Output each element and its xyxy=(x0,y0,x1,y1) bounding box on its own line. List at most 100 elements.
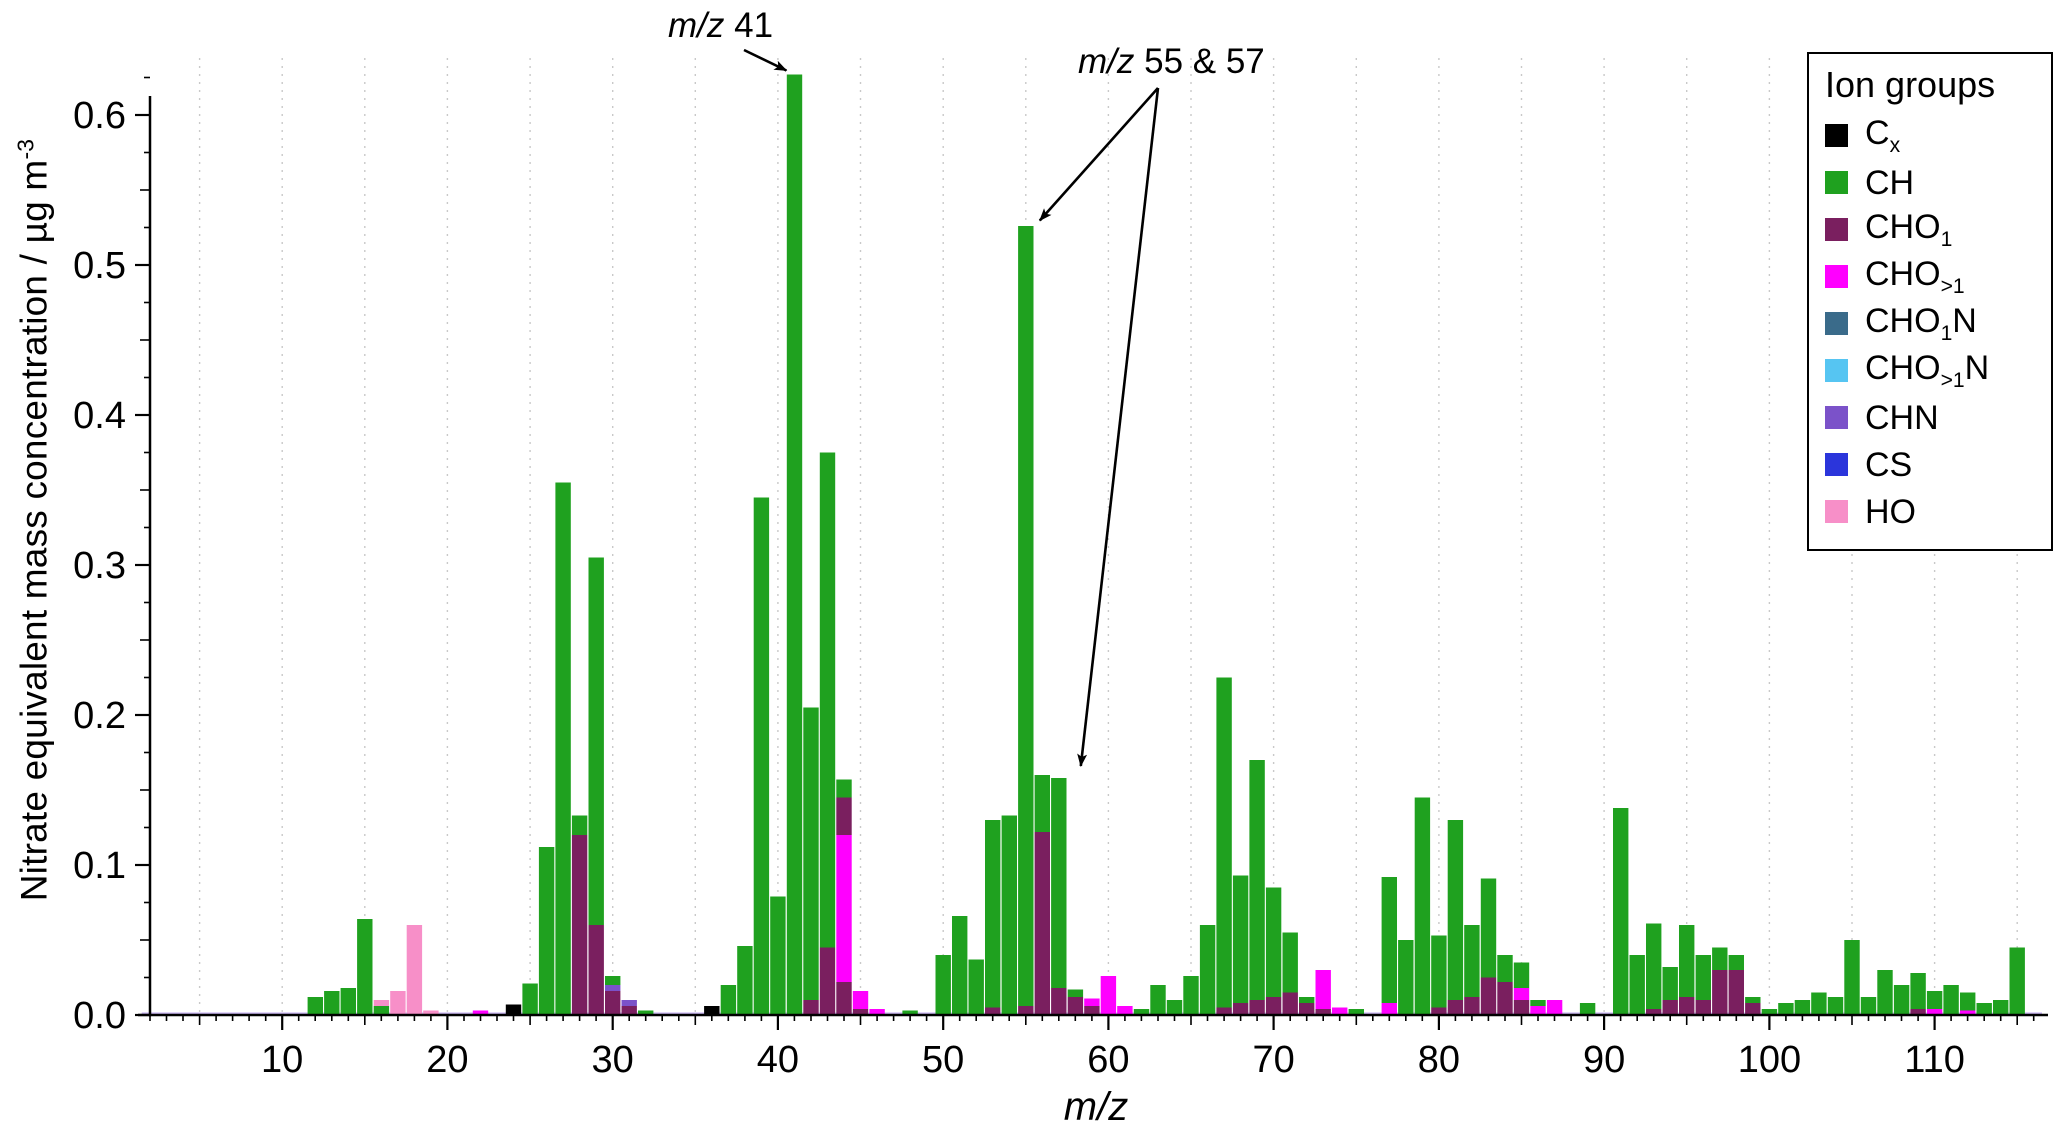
legend-swatch xyxy=(1825,265,1848,288)
bar-segment xyxy=(1844,940,1860,1015)
bar-segment xyxy=(803,707,819,1000)
bar-segment xyxy=(720,985,737,1015)
bar-segment xyxy=(1960,1010,1976,1015)
legend-entry: CS xyxy=(1825,441,2033,488)
y-tick-label: 0.2 xyxy=(73,695,126,737)
y-tick-label: 0.1 xyxy=(73,845,126,887)
bars xyxy=(307,74,2025,1015)
annotation-mz55-57-italic: m/z xyxy=(1078,42,1135,81)
y-axis-title-text: Nitrate equivalent mass concentration / … xyxy=(13,159,55,902)
annotation-mz41-italic: m/z xyxy=(668,6,725,45)
bar-segment xyxy=(1249,1000,1265,1015)
bar-segment xyxy=(588,925,604,1015)
annotation-mz55-57-rest: 55 & 57 xyxy=(1134,42,1265,81)
bar-segment xyxy=(1480,977,1497,1015)
bar-segment xyxy=(1348,1009,1364,1015)
bar-segment xyxy=(621,1006,637,1015)
bar-segment xyxy=(1431,1007,1447,1015)
legend-label: CHO1N xyxy=(1865,301,1977,345)
bar-segment xyxy=(1398,940,1414,1015)
legend-label: CH xyxy=(1865,163,1915,202)
bar-segment xyxy=(1051,778,1067,988)
bar-segment xyxy=(1712,970,1728,1015)
x-tick-label: 100 xyxy=(1738,1039,1801,1081)
legend-label: CHO>1N xyxy=(1865,348,1990,392)
bar-segment xyxy=(605,985,621,991)
bar-segment xyxy=(1216,1007,1232,1015)
bar-segment xyxy=(1860,997,1877,1015)
bar-segment xyxy=(770,896,786,1015)
legend-swatch xyxy=(1825,359,1848,382)
bar-segment xyxy=(538,847,555,1015)
bar-segment xyxy=(968,959,984,1015)
legend-label: CHN xyxy=(1865,398,1939,437)
bar-segment xyxy=(1299,997,1315,1003)
bar-segment xyxy=(1794,1000,1811,1015)
bar-segment xyxy=(1315,970,1331,1009)
y-axis-title: Nitrate equivalent mass concentration / … xyxy=(12,139,55,901)
bar-segment xyxy=(1166,1000,1183,1015)
x-tick-label: 60 xyxy=(1087,1039,1129,1081)
bar-segment xyxy=(1497,955,1513,982)
bar-segment xyxy=(522,983,538,1015)
y-tick-label: 0.5 xyxy=(73,245,126,287)
bar-segment xyxy=(1067,997,1084,1015)
legend-entry: CHO1 xyxy=(1825,206,2033,253)
bar-segment xyxy=(869,1009,885,1015)
x-axis: 10 20 30 40 50 60 70 80 90 100 110 xyxy=(138,1013,2048,1081)
bar-segment xyxy=(1497,982,1513,1015)
bar-segment xyxy=(1662,967,1678,1000)
legend-label: HO xyxy=(1865,492,1916,531)
legend-swatch xyxy=(1825,500,1848,523)
bar-segment xyxy=(1662,1000,1678,1015)
x-tick-label: 90 xyxy=(1583,1039,1625,1081)
legend-entry: Cx xyxy=(1825,112,2033,159)
bar-segment xyxy=(1827,997,1844,1015)
x-tick-label: 70 xyxy=(1252,1039,1294,1081)
bar-segment xyxy=(737,946,753,1015)
bar-segment xyxy=(1679,925,1695,997)
legend-label: Cx xyxy=(1865,113,1901,157)
bar-segment xyxy=(1084,998,1100,1006)
bar-segment xyxy=(2009,947,2025,1015)
annotation-arrows xyxy=(743,48,1160,767)
x-tick-label: 110 xyxy=(1904,1039,1965,1081)
bar-segment xyxy=(571,815,588,835)
annotation-mz41-rest: 41 xyxy=(724,6,774,45)
bar-segment xyxy=(786,74,803,1015)
bar-segment xyxy=(1084,1006,1100,1015)
bar-segment xyxy=(1579,1003,1596,1015)
bar-segment xyxy=(1464,997,1480,1015)
bar-segment xyxy=(1976,1003,1992,1015)
legend-entry: CHO>1N xyxy=(1825,347,2033,394)
legend-swatch xyxy=(1825,218,1848,241)
x-tick-label: 80 xyxy=(1418,1039,1460,1081)
gridlines xyxy=(198,58,2018,1015)
annotation-mz41: m/z 41 xyxy=(668,6,773,46)
x-tick-label: 20 xyxy=(426,1039,468,1081)
bar-segment xyxy=(1530,1006,1546,1015)
bar-segment xyxy=(423,1010,439,1015)
bar-segment xyxy=(1480,878,1497,978)
bar-segment xyxy=(1282,932,1298,993)
bar-segment xyxy=(1811,992,1827,1015)
bar-segment xyxy=(1993,1000,2009,1015)
bar-segment xyxy=(952,916,968,1015)
bar-segment xyxy=(307,997,323,1015)
bar-segment xyxy=(1447,820,1464,1000)
bar-segment xyxy=(819,452,836,948)
bar-segment xyxy=(1299,1003,1315,1015)
legend-label: CS xyxy=(1865,445,1913,484)
bar-segment xyxy=(1629,955,1645,1015)
bar-segment xyxy=(1926,991,1943,1009)
bar-segment xyxy=(1910,1009,1926,1015)
bar-segment xyxy=(571,835,588,1015)
bar-segment xyxy=(588,557,604,925)
bar-segment xyxy=(1513,962,1530,988)
bar-segment xyxy=(1646,923,1662,1009)
legend: Ion groups Cx CH CHO1 CHO>1 CHO1N CHO>1N CHN CS… xyxy=(1807,52,2053,551)
bar-segment xyxy=(621,1000,637,1006)
bar-segment xyxy=(1034,832,1050,1015)
bar-segment xyxy=(373,1000,390,1006)
legend-label: CHO>1 xyxy=(1865,254,1965,298)
